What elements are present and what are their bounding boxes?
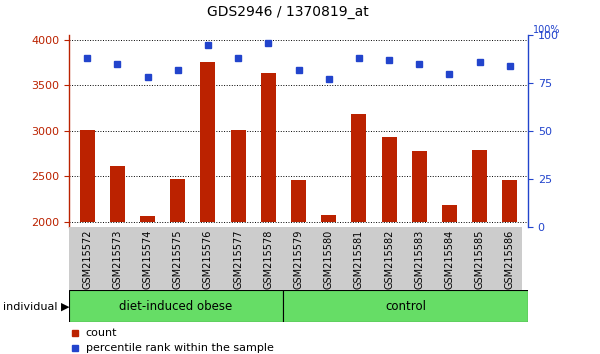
FancyBboxPatch shape bbox=[283, 290, 528, 322]
Bar bbox=[412, 151, 427, 222]
Bar bbox=[352, 114, 367, 222]
Text: percentile rank within the sample: percentile rank within the sample bbox=[86, 343, 274, 353]
Bar bbox=[230, 130, 245, 222]
Text: GSM215584: GSM215584 bbox=[445, 230, 454, 289]
Bar bbox=[110, 166, 125, 222]
Text: GSM215583: GSM215583 bbox=[414, 230, 424, 289]
FancyBboxPatch shape bbox=[69, 290, 283, 322]
Bar bbox=[382, 137, 397, 222]
Bar bbox=[472, 150, 487, 222]
Text: GSM215572: GSM215572 bbox=[82, 230, 92, 289]
Text: 100%: 100% bbox=[533, 25, 560, 35]
Bar bbox=[291, 180, 306, 222]
Bar bbox=[80, 130, 95, 222]
FancyBboxPatch shape bbox=[69, 227, 522, 292]
Text: diet-induced obese: diet-induced obese bbox=[119, 300, 233, 313]
Text: GSM215575: GSM215575 bbox=[173, 230, 183, 289]
Text: GDS2946 / 1370819_at: GDS2946 / 1370819_at bbox=[207, 5, 369, 19]
Bar bbox=[140, 216, 155, 222]
Text: GSM215585: GSM215585 bbox=[475, 230, 485, 289]
Text: GSM215577: GSM215577 bbox=[233, 230, 243, 289]
Bar bbox=[261, 73, 276, 222]
Text: GSM215582: GSM215582 bbox=[384, 230, 394, 289]
Text: GSM215573: GSM215573 bbox=[112, 230, 122, 289]
Bar bbox=[200, 62, 215, 222]
Text: GSM215579: GSM215579 bbox=[293, 230, 304, 289]
Bar bbox=[502, 180, 517, 222]
Text: GSM215574: GSM215574 bbox=[143, 230, 152, 289]
Bar bbox=[170, 179, 185, 222]
Text: GSM215578: GSM215578 bbox=[263, 230, 274, 289]
Text: control: control bbox=[385, 300, 426, 313]
Text: GSM215580: GSM215580 bbox=[323, 230, 334, 289]
Bar bbox=[321, 215, 336, 222]
Text: count: count bbox=[86, 328, 117, 338]
Text: GSM215581: GSM215581 bbox=[354, 230, 364, 289]
Text: GSM215576: GSM215576 bbox=[203, 230, 213, 289]
Text: GSM215586: GSM215586 bbox=[505, 230, 515, 289]
Bar bbox=[442, 205, 457, 222]
Text: individual ▶: individual ▶ bbox=[3, 301, 70, 311]
